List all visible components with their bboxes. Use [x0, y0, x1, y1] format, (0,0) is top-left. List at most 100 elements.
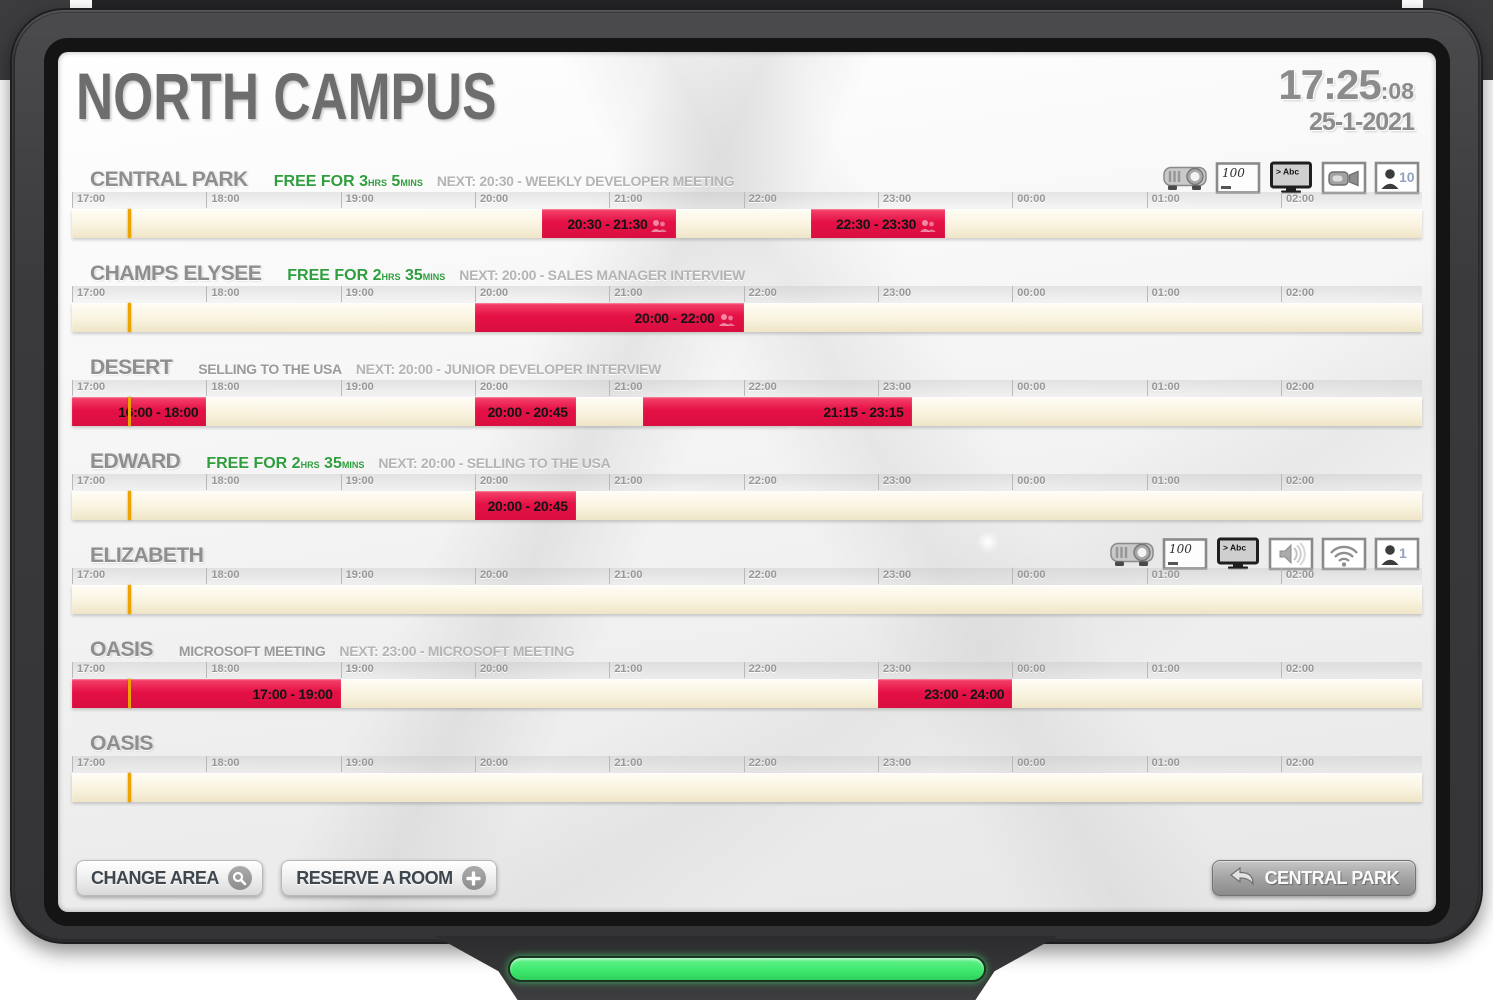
tick-row: 17:00 18:00 19:00 20:00 21:00 22:00 23:00 00:00… — [72, 662, 1422, 679]
tick-label: 23:00 — [877, 192, 911, 208]
tick-label: 01:00 — [1146, 756, 1180, 772]
booking-block[interactable]: 23:00 - 24:00 — [877, 679, 1013, 708]
room-row[interactable]: ELIZABETH 100 > Abc 1 17:00 1 — [72, 537, 1422, 614]
svg-text:> Abc: > Abc — [1276, 167, 1299, 177]
tick-label: 20:00 — [474, 756, 508, 772]
booking-block[interactable]: 20:30 - 21:30 — [542, 209, 677, 238]
room-row[interactable]: DESERT SELLING TO THE USA NEXT: 20:00 - … — [72, 356, 1422, 426]
room-status-segment: MINS — [400, 178, 423, 188]
room-name: EDWARD — [90, 450, 181, 473]
tick-label: 17:00 — [72, 662, 105, 678]
tick-label: 00:00 — [1012, 380, 1045, 396]
room-name: OASIS — [90, 638, 153, 661]
tick-label: 20:00 — [474, 380, 508, 396]
booking-block[interactable]: 20:00 - 22:00 — [474, 303, 744, 332]
svg-text:100: 100 — [1169, 542, 1192, 556]
room-status-segment: SELLING TO THE USA — [198, 361, 342, 377]
timeline-bar: 20:30 - 21:30 22:30 - 23:30 — [72, 209, 1422, 238]
room-row[interactable]: CHAMPS ELYSEE FREE FOR 2HRS 35MINS NEXT:… — [72, 262, 1422, 332]
tick-label: 17:00 — [72, 192, 105, 208]
tick-label: 21:00 — [609, 568, 642, 584]
tick-label: 02:00 — [1280, 474, 1314, 490]
tick-label: 19:00 — [340, 662, 374, 678]
wifi-icon — [1321, 537, 1367, 571]
tick-label: 00:00 — [1012, 756, 1045, 772]
tick-label: 02:00 — [1280, 192, 1314, 208]
tick-label: 21:00 — [609, 474, 642, 490]
tick-label: 22:00 — [743, 662, 777, 678]
tick-label: 23:00 — [877, 380, 911, 396]
tick-label: 23:00 — [877, 662, 911, 678]
tick-label: 01:00 — [1146, 192, 1180, 208]
room-row[interactable]: CENTRAL PARK FREE FOR 3HRS 5MINS NEXT: 2… — [72, 161, 1422, 238]
booking-block[interactable]: 20:00 - 20:45 — [474, 397, 576, 426]
tick-label: 01:00 — [1146, 380, 1180, 396]
rooms: CENTRAL PARK FREE FOR 3HRS 5MINS NEXT: 2… — [72, 161, 1422, 826]
reserve-room-button[interactable]: RESERVE A ROOM — [281, 860, 497, 896]
booking-block[interactable]: 16:00 - 18:00 — [72, 397, 207, 426]
status-led — [507, 956, 986, 982]
tick-label: 19:00 — [340, 474, 374, 490]
tick-row: 17:00 18:00 19:00 20:00 21:00 22:00 23:00 00:00… — [72, 756, 1422, 773]
tick-label: 22:00 — [743, 474, 777, 490]
booking-block[interactable]: 17:00 - 19:00 — [72, 679, 341, 708]
tick-label: 02:00 — [1280, 756, 1314, 772]
tick-row: 17:00 18:00 19:00 20:00 21:00 22:00 23:00 00:00… — [72, 286, 1422, 303]
tick-label: 22:00 — [743, 192, 777, 208]
room-header: CENTRAL PARK FREE FOR 3HRS 5MINS NEXT: 2… — [72, 161, 1422, 195]
tick-label: 21:00 — [609, 662, 642, 678]
tick-label: 17:00 — [72, 474, 105, 490]
room-equipment-icons: 100 > Abc 10 — [1162, 161, 1420, 195]
current-time-indicator — [128, 491, 132, 520]
change-area-button[interactable]: CHANGE AREA — [76, 860, 263, 896]
search-icon — [227, 866, 252, 890]
booking-time-label: 20:00 - 20:45 — [487, 497, 568, 514]
timeline-bar — [72, 773, 1422, 802]
tick-label: 22:00 — [743, 380, 777, 396]
booking-time-label: 20:00 - 22:00 — [634, 309, 715, 326]
room-row[interactable]: OASIS 17:00 18:00 19:00 20:00 21:00 22:00 23:0… — [72, 732, 1422, 802]
back-arrow-icon — [1229, 866, 1255, 891]
booking-block[interactable]: 20:00 - 20:45 — [474, 491, 576, 520]
page-title: NORTH CAMPUS — [76, 59, 497, 133]
room-row[interactable]: EDWARD FREE FOR 2HRS 35MINS NEXT: 20:00 … — [72, 450, 1422, 520]
clock-date: 25-1-2021 — [1309, 108, 1415, 136]
current-time-indicator — [128, 773, 132, 802]
tick-label: 17:00 — [72, 380, 105, 396]
room-status-segment: MINS — [422, 272, 446, 282]
room-status: SELLING TO THE USA — [198, 361, 342, 379]
tick-label: 02:00 — [1280, 380, 1314, 396]
clock-seconds: :08 — [1380, 78, 1414, 104]
tick-label: 00:00 — [1012, 568, 1045, 584]
tick-label: 18:00 — [206, 192, 239, 208]
tick-label: 02:00 — [1280, 662, 1314, 678]
svg-text:10: 10 — [1399, 169, 1415, 185]
display-icon: > Abc — [1268, 161, 1314, 195]
room-status-segment: MICROSOFT MEETING — [178, 643, 326, 659]
current-time-indicator — [128, 397, 132, 426]
tick-label: 01:00 — [1146, 662, 1180, 678]
screen: NORTH CAMPUS 17:25:08 25-1-2021 CENTRAL … — [58, 52, 1436, 912]
speaker-icon — [1268, 537, 1314, 571]
whiteboard-icon: 100 — [1215, 161, 1261, 195]
back-to-room-button[interactable]: CENTRAL PARK — [1211, 860, 1416, 896]
timeline-bar: 20:00 - 20:45 — [72, 491, 1422, 520]
room-row[interactable]: OASIS MICROSOFT MEETING NEXT: 23:00 - MI… — [72, 638, 1422, 708]
attendees-icon — [650, 219, 668, 238]
room-status-segment: 5 — [386, 173, 401, 190]
tick-row: 17:00 18:00 19:00 20:00 21:00 22:00 23:00 00:00… — [72, 380, 1422, 397]
booking-block[interactable]: 21:15 - 23:15 — [642, 397, 912, 426]
tick-label: 19:00 — [340, 756, 374, 772]
room-header: CHAMPS ELYSEE FREE FOR 2HRS 35MINS NEXT:… — [72, 262, 1422, 286]
room-header: OASIS MICROSOFT MEETING NEXT: 23:00 - MI… — [72, 638, 1422, 662]
timeline-bar: 17:00 - 19:00 23:00 - 24:00 — [72, 679, 1422, 708]
camera-icon — [1321, 161, 1367, 195]
clock-time: 17:25 — [1278, 61, 1381, 108]
room-status-segment: 35 — [400, 267, 423, 284]
room-status-segment: MINS — [341, 460, 365, 470]
svg-text:> Abc: > Abc — [1223, 543, 1246, 553]
booking-time-label: 20:30 - 21:30 — [567, 215, 648, 232]
room-status-segment: FREE FOR 3 — [273, 173, 368, 190]
booking-block[interactable]: 22:30 - 23:30 — [810, 209, 946, 238]
room-status: FREE FOR 2HRS 35MINS — [287, 267, 445, 285]
